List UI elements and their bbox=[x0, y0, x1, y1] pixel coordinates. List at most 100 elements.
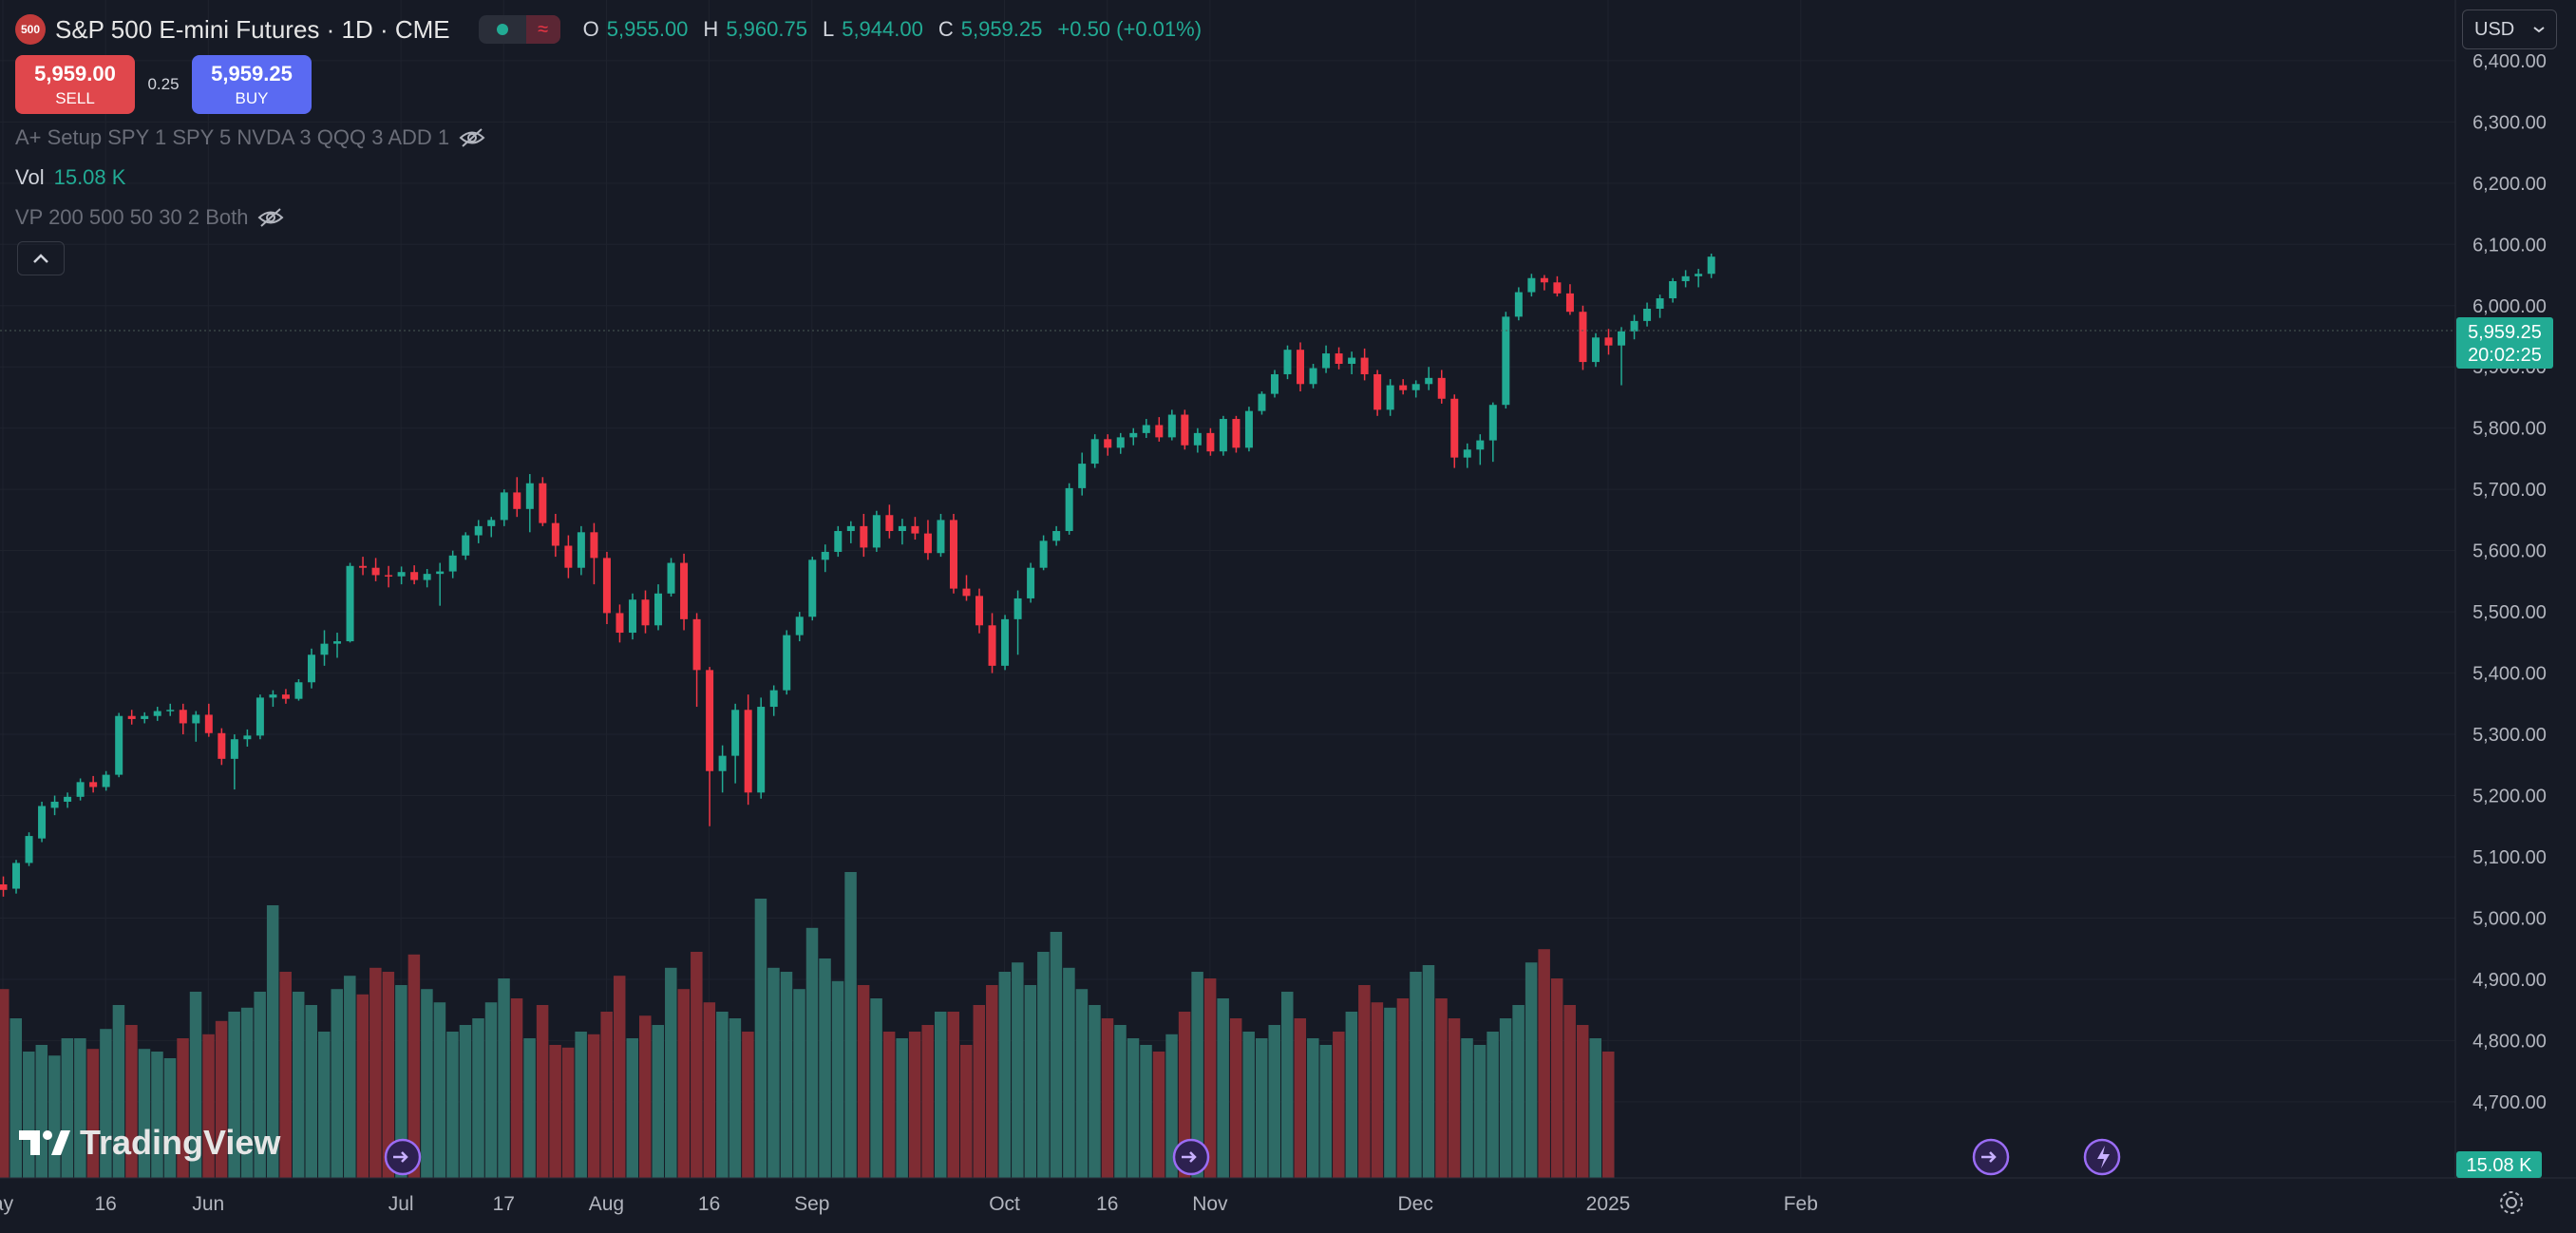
volume-bar bbox=[844, 872, 857, 1178]
volume-bar bbox=[626, 1038, 638, 1178]
indicator-setup-label: A+ Setup SPY 1 SPY 5 NVDA 3 QQQ 3 ADD 1 bbox=[15, 125, 450, 149]
sell-label: SELL bbox=[55, 88, 95, 107]
indicator-volume[interactable]: Vol 15.08 K bbox=[15, 165, 125, 190]
volume-bar bbox=[1473, 1045, 1487, 1178]
volume-bar bbox=[9, 1018, 23, 1178]
tradingview-logo[interactable]: TradingView bbox=[19, 1123, 280, 1163]
chevron-up-icon bbox=[33, 254, 48, 263]
dividend-marker-icon bbox=[384, 1138, 422, 1176]
volume-bar bbox=[1165, 1034, 1178, 1178]
volume-bar bbox=[998, 972, 1012, 1178]
volume-bar bbox=[1410, 972, 1422, 1178]
candle bbox=[1514, 287, 1523, 321]
volume-bar bbox=[639, 1015, 652, 1178]
x-tick-label: Dec bbox=[1398, 1193, 1433, 1215]
candle bbox=[1309, 364, 1317, 389]
candle bbox=[1142, 419, 1150, 439]
market-status[interactable]: ≈ bbox=[478, 15, 560, 44]
candle bbox=[1618, 327, 1626, 386]
candle bbox=[1463, 443, 1471, 468]
candle bbox=[949, 513, 957, 594]
volume-bar bbox=[0, 989, 9, 1178]
candle bbox=[1630, 314, 1638, 340]
volume-bar bbox=[1576, 1025, 1589, 1178]
volume-bar bbox=[523, 1038, 536, 1178]
volume-bar bbox=[318, 1032, 331, 1178]
sell-button[interactable]: 5,959.00 SELL bbox=[15, 55, 135, 114]
candle bbox=[1335, 347, 1343, 370]
indicator-vp[interactable]: VP 200 500 50 30 2 Both bbox=[15, 205, 284, 230]
candle bbox=[25, 832, 33, 866]
collapse-legend-button[interactable] bbox=[17, 241, 65, 275]
volume-bar bbox=[1435, 998, 1448, 1178]
volume-bar bbox=[446, 1032, 459, 1178]
y-tick-label: 5,700.00 bbox=[2472, 480, 2547, 501]
buy-price: 5,959.25 bbox=[211, 61, 293, 85]
volume-bar bbox=[561, 1047, 575, 1178]
indicator-vp-label: VP 200 500 50 30 2 Both bbox=[15, 205, 249, 229]
volume-bar bbox=[870, 998, 882, 1178]
close-value: 5,959.25 bbox=[960, 17, 1043, 41]
hidden-eye-icon[interactable] bbox=[257, 207, 284, 228]
candle bbox=[1232, 415, 1241, 453]
candle bbox=[667, 558, 675, 598]
volume-bar bbox=[1358, 985, 1371, 1178]
candle bbox=[1553, 275, 1562, 297]
candle bbox=[1193, 427, 1202, 453]
x-tick-label: 16 bbox=[1096, 1193, 1118, 1215]
gear-icon[interactable] bbox=[2498, 1189, 2525, 1216]
candle bbox=[783, 630, 791, 695]
volume-bar bbox=[240, 1007, 254, 1178]
candle bbox=[1399, 379, 1408, 395]
volume-bar bbox=[1063, 967, 1075, 1178]
volume-bar bbox=[1396, 998, 1410, 1178]
volume-bars bbox=[0, 872, 1615, 1178]
symbol-logo[interactable]: 500 bbox=[15, 14, 46, 45]
delayed-data-icon[interactable]: ≈ bbox=[525, 15, 560, 44]
candle bbox=[1656, 294, 1664, 318]
candle bbox=[937, 513, 945, 558]
volume-bar bbox=[1333, 1032, 1345, 1178]
candle bbox=[602, 551, 611, 625]
volume-bar bbox=[163, 1058, 177, 1178]
candle bbox=[1322, 345, 1331, 373]
dividend-marker-icon bbox=[1172, 1138, 1210, 1176]
candle bbox=[1695, 269, 1703, 288]
volume-bar bbox=[1229, 1018, 1242, 1178]
candle bbox=[89, 775, 98, 793]
candle bbox=[436, 562, 445, 606]
volume-bar bbox=[1384, 1007, 1396, 1178]
candle bbox=[1707, 253, 1715, 278]
volume-bar bbox=[575, 1032, 587, 1178]
currency-select[interactable]: USD bbox=[2462, 9, 2557, 49]
candle bbox=[898, 519, 906, 545]
dividend-marker-icon bbox=[1972, 1138, 2010, 1176]
volume-bar bbox=[86, 1049, 100, 1178]
volume-bar bbox=[202, 1034, 215, 1178]
buy-button[interactable]: 5,959.25 BUY bbox=[192, 55, 312, 114]
volume-bar bbox=[1499, 1018, 1512, 1178]
hidden-eye-icon[interactable] bbox=[459, 127, 485, 148]
volume-bar bbox=[215, 1020, 228, 1178]
open-key: O bbox=[582, 17, 599, 41]
candle bbox=[513, 477, 521, 518]
symbol-title[interactable]: S&P 500 E-mini Futures · 1D · CME bbox=[55, 14, 450, 44]
candle bbox=[1669, 277, 1677, 303]
buy-label: BUY bbox=[235, 88, 269, 107]
event-markers[interactable] bbox=[384, 1138, 2121, 1176]
volume-bar bbox=[1012, 962, 1024, 1178]
ohlc-values: O 5,955.00 H 5,960.75 L 5,944.00 C 5,959.25 … bbox=[583, 17, 1209, 42]
volume-bar bbox=[729, 1018, 742, 1178]
volume-bar bbox=[138, 1049, 151, 1178]
candle bbox=[153, 707, 161, 721]
indicator-setup[interactable]: A+ Setup SPY 1 SPY 5 NVDA 3 QQQ 3 ADD 1 bbox=[15, 125, 485, 150]
market-open-icon[interactable] bbox=[479, 15, 526, 44]
candle bbox=[230, 734, 238, 790]
candle bbox=[179, 703, 187, 735]
volume-bar bbox=[1281, 992, 1294, 1178]
candle bbox=[294, 679, 303, 701]
candle bbox=[359, 557, 368, 576]
candle bbox=[1039, 535, 1048, 571]
volume-bar bbox=[1114, 1025, 1127, 1178]
